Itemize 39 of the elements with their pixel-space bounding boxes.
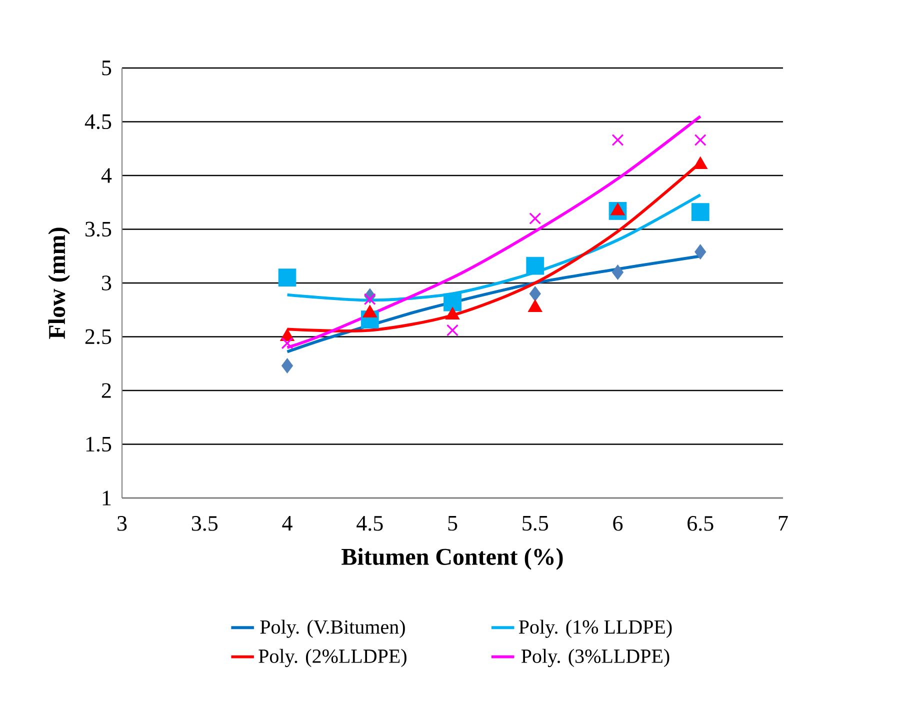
point	[694, 244, 706, 260]
y-tick-label: 4.5	[84, 114, 112, 130]
legend-label: Poly. (3%LLDPE)	[521, 648, 670, 668]
x-tick-label: 5.5	[522, 516, 548, 531]
y-tick-label: 3	[102, 276, 112, 290]
x-tick-label: 4.5	[356, 516, 383, 531]
point	[694, 134, 706, 146]
point	[444, 293, 462, 312]
point	[526, 256, 544, 275]
legend-label: Poly. (V.Bitumen)	[260, 620, 405, 638]
x-tick-label: 7	[778, 516, 788, 530]
legend-label: Poly. (1% LLDPE)	[518, 620, 672, 638]
point	[612, 134, 624, 146]
point	[529, 212, 542, 224]
y-tick-label: 4	[101, 168, 112, 183]
y-axis-title: Flow (mm)	[48, 228, 70, 339]
x-tick-label: 6	[613, 516, 623, 531]
point	[529, 286, 541, 302]
point	[364, 293, 376, 306]
x-tick-label: 3.5	[192, 516, 218, 531]
y-tick-label: 1.5	[86, 436, 112, 452]
x-tick-label: 4	[282, 516, 292, 531]
x-tick-label: 5	[448, 516, 458, 531]
point	[278, 268, 296, 287]
y-tick-label: 5	[102, 60, 112, 76]
x-axis-title: Bitumen Content (%)	[342, 548, 563, 570]
point	[281, 337, 294, 350]
point	[281, 358, 294, 374]
y-tick-label: 1	[102, 490, 111, 506]
x-tick-label: 6.5	[688, 516, 714, 531]
y-tick-label: 3.5	[86, 222, 112, 237]
y-tick-label: 2	[102, 383, 111, 398]
legend-label: Poly. (2%LLDPE)	[258, 648, 406, 668]
line-series	[286, 114, 702, 349]
y-tick-label: 2.5	[85, 329, 112, 344]
point	[691, 203, 710, 221]
point	[612, 264, 624, 280]
x-tick-label: 3	[118, 516, 127, 531]
point	[446, 324, 458, 336]
